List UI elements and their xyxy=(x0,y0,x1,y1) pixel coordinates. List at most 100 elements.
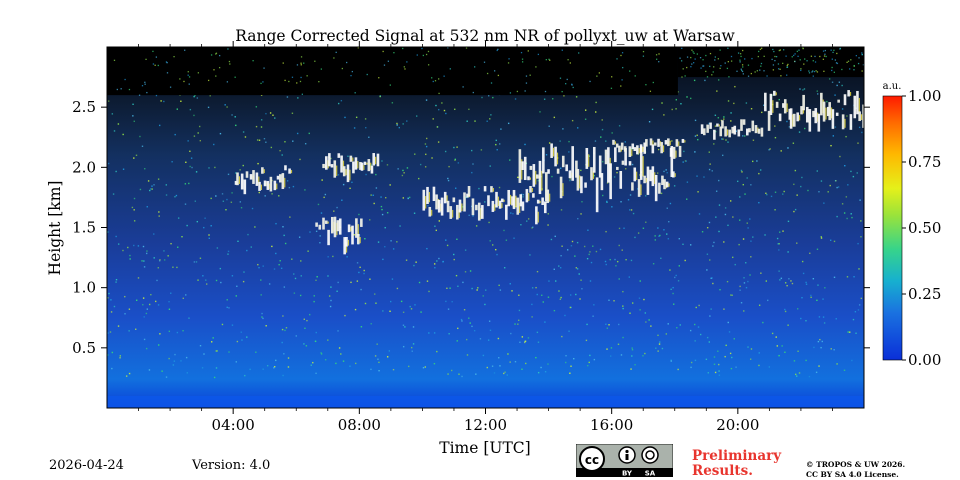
noise-speckle-dot xyxy=(548,125,550,127)
noise-speckle-dot xyxy=(566,249,569,251)
noise-speckle-dot xyxy=(133,157,135,159)
noise-speckle-dot xyxy=(300,76,302,79)
noise-speckle-dot xyxy=(124,313,126,315)
cloud-streak xyxy=(665,181,669,188)
cloud-streak xyxy=(633,147,637,151)
noise-speckle-dot xyxy=(247,233,249,236)
noise-speckle-dot xyxy=(117,243,120,245)
noise-speckle-dot xyxy=(686,96,688,98)
noise-speckle-dot xyxy=(152,50,154,53)
noise-speckle-dot xyxy=(142,297,145,299)
noise-speckle-dot xyxy=(616,58,618,60)
noise-speckle-dot xyxy=(811,71,813,73)
cloud-edge xyxy=(588,154,590,167)
noise-speckle-dot xyxy=(320,212,323,214)
noise-speckle-dot xyxy=(314,340,317,343)
noise-speckle-dot xyxy=(713,143,715,145)
noise-speckle-dot xyxy=(264,195,266,197)
cloud-edge xyxy=(652,140,654,145)
noise-speckle-dot xyxy=(344,116,346,119)
cloud-streak xyxy=(600,173,604,191)
noise-speckle-dot xyxy=(666,233,668,235)
cloud-edge xyxy=(537,211,539,223)
noise-speckle-dot xyxy=(237,240,239,243)
noise-speckle-dot xyxy=(578,273,580,275)
noise-speckle-dot xyxy=(744,193,746,195)
noise-speckle-dot xyxy=(623,227,625,229)
cloud-edge xyxy=(592,171,595,179)
noise-speckle-dot xyxy=(817,284,819,286)
noise-speckle-dot xyxy=(110,311,113,313)
noise-speckle-dot xyxy=(700,67,702,69)
preliminary-results-note: Preliminary Results. xyxy=(692,449,781,479)
cloud-streak xyxy=(236,172,239,186)
noise-speckle-dot xyxy=(667,323,669,325)
noise-speckle-dot xyxy=(580,279,582,281)
noise-speckle-dot xyxy=(171,161,173,163)
cloud-streak xyxy=(618,145,621,153)
cloud-streak xyxy=(628,161,632,166)
noise-speckle-dot xyxy=(128,330,130,332)
cloud-edge xyxy=(638,148,640,154)
noise-speckle-dot xyxy=(336,290,338,292)
noise-speckle-dot xyxy=(111,351,114,354)
noise-speckle-dot xyxy=(381,213,384,216)
colorbar-tick-label: 1.00 xyxy=(908,87,941,105)
noise-speckle-dot xyxy=(359,266,361,269)
noise-speckle-dot xyxy=(684,160,687,162)
noise-speckle-dot xyxy=(369,278,371,280)
noise-speckle-dot xyxy=(224,104,226,106)
noise-speckle-dot xyxy=(824,287,826,289)
cloud-streak xyxy=(432,186,436,201)
noise-speckle-dot xyxy=(824,49,826,52)
noise-speckle-dot xyxy=(195,171,198,173)
noise-speckle-dot xyxy=(718,230,720,233)
noise-speckle-dot xyxy=(708,168,711,171)
noise-speckle-dot xyxy=(705,358,708,361)
cloud-streak xyxy=(620,142,624,150)
noise-speckle-dot xyxy=(497,337,500,340)
noise-speckle-dot xyxy=(258,266,260,269)
noise-speckle-dot xyxy=(654,235,656,237)
noise-speckle-dot xyxy=(341,67,344,70)
noise-speckle-dot xyxy=(160,100,162,102)
cloud-streak xyxy=(422,189,426,211)
cloud-streak xyxy=(817,113,821,132)
noise-speckle-dot xyxy=(183,80,185,83)
noise-speckle-dot xyxy=(690,361,693,364)
noise-speckle-dot xyxy=(555,280,557,282)
noise-speckle-dot xyxy=(760,62,763,65)
noise-speckle-dot xyxy=(561,49,563,51)
noise-speckle-dot xyxy=(561,245,563,247)
noise-speckle-dot xyxy=(812,60,814,62)
noise-speckle-dot xyxy=(244,374,246,377)
noise-speckle-dot xyxy=(560,209,563,211)
noise-speckle-dot xyxy=(262,265,264,267)
cloud-streak xyxy=(490,186,493,193)
noise-speckle-dot xyxy=(812,70,814,72)
noise-speckle-dot xyxy=(571,83,573,85)
noise-speckle-dot xyxy=(595,111,597,113)
noise-speckle-dot xyxy=(835,318,837,320)
noise-speckle-dot xyxy=(427,50,430,53)
cloud-edge xyxy=(345,242,348,253)
cloud-streak xyxy=(740,119,743,131)
noise-speckle-dot xyxy=(845,135,847,138)
noise-speckle-dot xyxy=(715,190,718,192)
cloud-streak xyxy=(595,177,599,213)
noise-speckle-dot xyxy=(505,239,508,241)
noise-speckle-dot xyxy=(857,62,860,65)
cloud-streak xyxy=(742,119,746,125)
noise-speckle-dot xyxy=(468,214,470,217)
noise-speckle-dot xyxy=(833,240,836,243)
noise-speckle-dot xyxy=(436,126,439,128)
noise-speckle-dot xyxy=(489,165,491,167)
noise-speckle-dot xyxy=(396,241,398,243)
noise-speckle-dot xyxy=(658,343,661,345)
noise-speckle-dot xyxy=(313,300,315,303)
cloud-edge xyxy=(347,239,350,246)
noise-speckle-dot xyxy=(464,249,467,251)
noise-speckle-dot xyxy=(266,364,269,367)
noise-speckle-dot xyxy=(776,345,779,347)
noise-speckle-dot xyxy=(451,300,453,303)
